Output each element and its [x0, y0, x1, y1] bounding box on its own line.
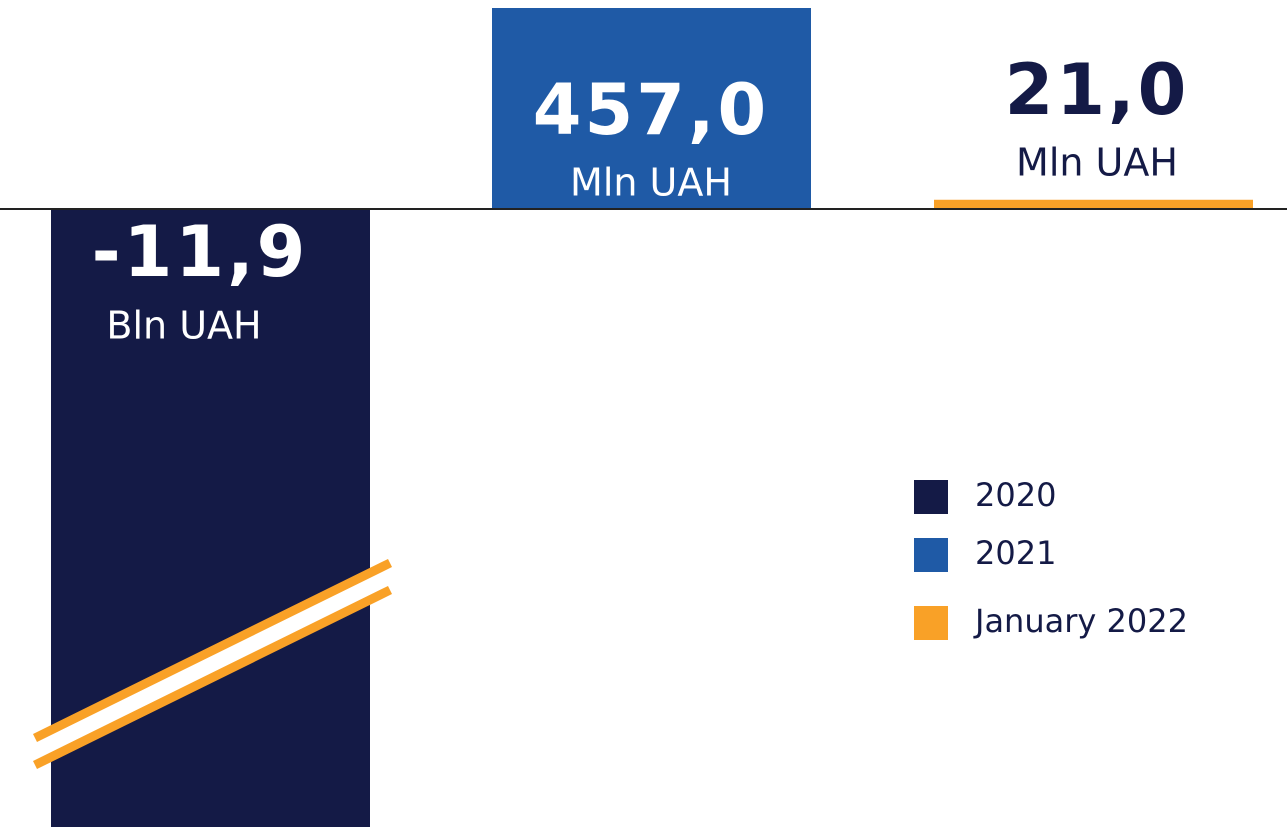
- legend-label: January 2022: [973, 602, 1188, 640]
- legend-label: 2020: [975, 476, 1056, 514]
- bar: [934, 199, 1253, 209]
- axis-break-line: [33, 585, 392, 770]
- value-label: 457,0: [533, 69, 769, 151]
- bar: [492, 8, 811, 209]
- value-label: -11,9: [92, 211, 309, 293]
- value-label: 21,0: [1005, 49, 1190, 131]
- legend-swatch: [914, 606, 948, 640]
- legend-swatch: [914, 538, 948, 572]
- legend-label: 2021: [975, 534, 1056, 572]
- unit-label: Bln UAH: [106, 304, 261, 348]
- axis-break-line: [33, 558, 392, 743]
- unit-label: Mln UAH: [1016, 141, 1178, 185]
- axis-break-gap: [35, 563, 390, 765]
- legend-swatch: [914, 480, 948, 514]
- unit-label: Mln UAH: [570, 161, 732, 205]
